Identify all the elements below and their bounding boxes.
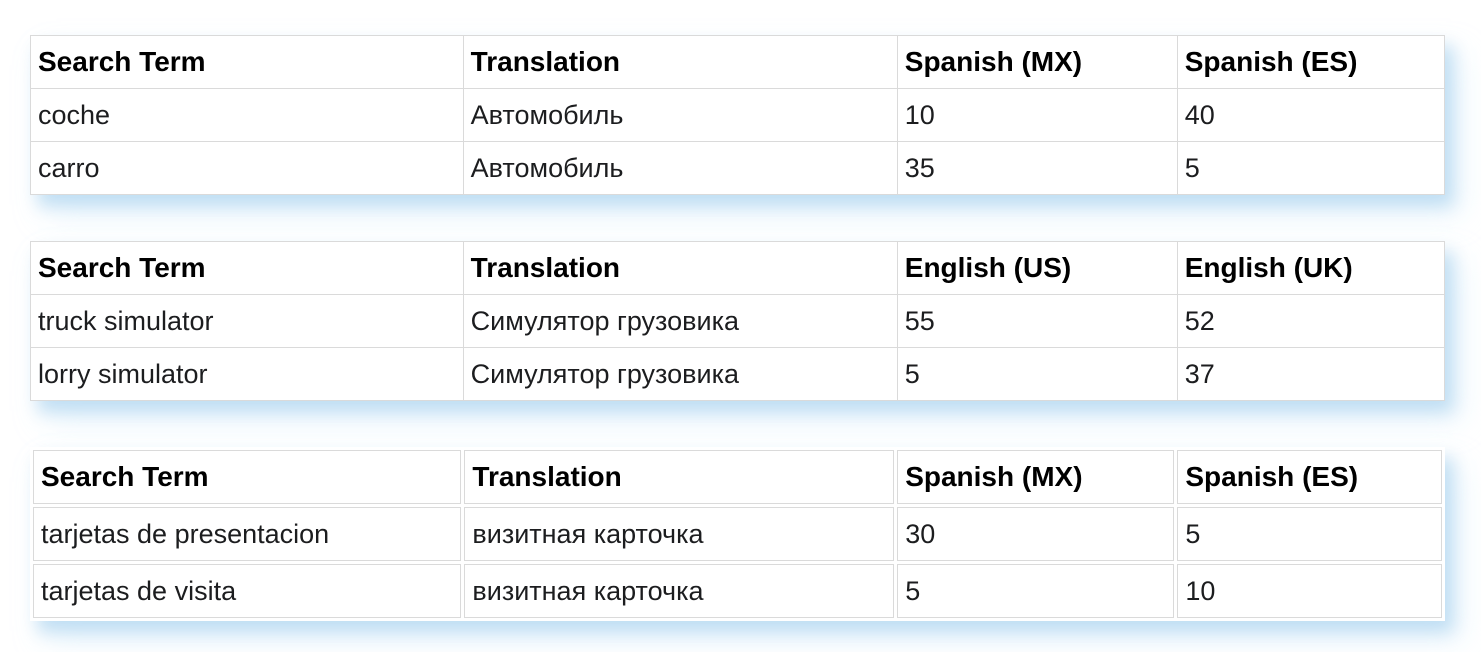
- cell: 10: [1177, 564, 1442, 618]
- cell: визитная карточка: [464, 564, 895, 618]
- cell: 30: [897, 507, 1175, 561]
- cell: lorry simulator: [30, 347, 464, 401]
- column-header: Search Term: [33, 450, 462, 504]
- cell: 37: [1176, 347, 1446, 401]
- cell: Автомобиль: [462, 141, 898, 195]
- column-header: Spanish (MX): [896, 35, 1178, 89]
- column-header: English (US): [896, 241, 1178, 295]
- cell: 10: [896, 88, 1178, 142]
- column-header: Translation: [462, 35, 898, 89]
- tables-area: Search Term Translation Spanish (MX) Spanis…: [30, 35, 1446, 621]
- table-row: truck simulator Симулятор грузовика 55 52: [30, 294, 1446, 348]
- keyword-table-1: Search Term Translation Spanish (MX) Spanis…: [30, 35, 1446, 195]
- cell: 40: [1176, 88, 1446, 142]
- cell: 5: [897, 564, 1175, 618]
- cell: 55: [896, 294, 1178, 348]
- cell: truck simulator: [30, 294, 464, 348]
- column-header: Search Term: [30, 241, 464, 295]
- column-header: Spanish (ES): [1176, 35, 1446, 89]
- cell: 52: [1176, 294, 1446, 348]
- table-row: coche Автомобиль 10 40: [30, 88, 1446, 142]
- cell: Симулятор грузовика: [462, 294, 898, 348]
- column-header: Translation: [464, 450, 895, 504]
- header-row: Search Term Translation Spanish (MX) Spanis…: [33, 450, 1442, 504]
- column-header: Translation: [462, 241, 898, 295]
- cell: 35: [896, 141, 1178, 195]
- header-row: Search Term Translation Spanish (MX) Spanis…: [30, 35, 1446, 89]
- keyword-table-2: Search Term Translation English (US) Englis…: [30, 241, 1446, 401]
- column-header: English (UK): [1176, 241, 1446, 295]
- cell: carro: [30, 141, 464, 195]
- column-header: Spanish (MX): [897, 450, 1175, 504]
- cell: tarjetas de visita: [33, 564, 462, 618]
- column-header: Spanish (ES): [1177, 450, 1442, 504]
- table-row: carro Автомобиль 35 5: [30, 141, 1446, 195]
- table-row: lorry simulator Симулятор грузовика 5 37: [30, 347, 1446, 401]
- header-row: Search Term Translation English (US) Englis…: [30, 241, 1446, 295]
- column-header: Search Term: [30, 35, 464, 89]
- table-row: tarjetas de presentacion визитная карточк…: [33, 507, 1442, 561]
- cell: coche: [30, 88, 464, 142]
- table-row: tarjetas de visita визитная карточка 5 10: [33, 564, 1442, 618]
- cell: визитная карточка: [464, 507, 895, 561]
- cell: Автомобиль: [462, 88, 898, 142]
- cell: 5: [896, 347, 1178, 401]
- cell: 5: [1176, 141, 1446, 195]
- keyword-table-3: Search Term Translation Spanish (MX) Spanis…: [30, 447, 1445, 621]
- cell: 5: [1177, 507, 1442, 561]
- cell: tarjetas de presentacion: [33, 507, 462, 561]
- cell: Симулятор грузовика: [462, 347, 898, 401]
